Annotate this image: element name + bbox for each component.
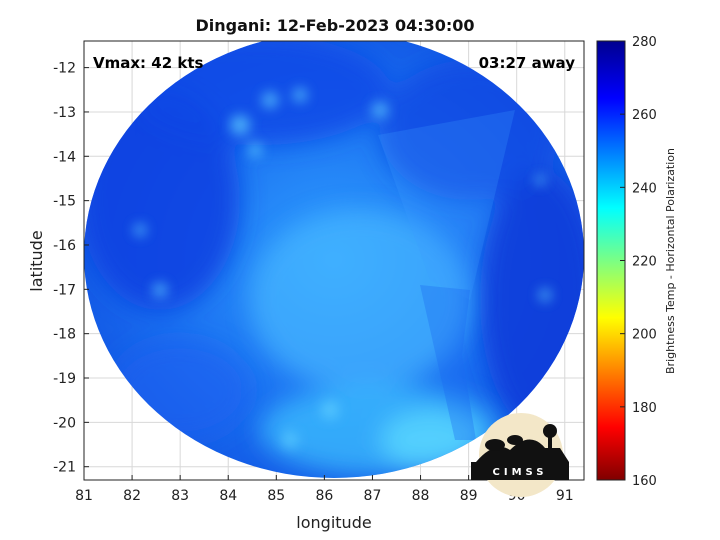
- colorbar-ticks: 280 260 240 220 200 180 160: [620, 35, 657, 489]
- colorbar-tick-label: 240: [632, 181, 657, 196]
- y-tick-label: -20: [53, 415, 76, 431]
- x-tick-label: 86: [315, 488, 333, 504]
- y-tick-label: -17: [53, 282, 76, 298]
- y-tick-label: -14: [53, 149, 76, 165]
- x-tick-label: 91: [556, 488, 574, 504]
- colorbar-tick-label: 180: [632, 401, 657, 416]
- x-tick-label: 82: [123, 488, 141, 504]
- x-axis-label: longitude: [296, 513, 371, 532]
- x-tick-label: 81: [75, 488, 93, 504]
- y-tick-label: -18: [53, 327, 76, 343]
- colorbar-tick-label: 280: [632, 35, 657, 50]
- colorbar-tick-label: 260: [632, 108, 657, 123]
- y-tick-label: -16: [53, 238, 76, 254]
- x-axis-ticks: 8182838485868788899091: [75, 475, 574, 504]
- y-axis-label: latitude: [27, 230, 46, 291]
- colorbar-tick-label: 220: [632, 255, 657, 270]
- vmax-annotation: Vmax: 42 kts: [93, 54, 203, 72]
- y-tick-label: -13: [53, 105, 76, 121]
- y-tick-label: -15: [53, 194, 76, 210]
- chart-title: Dingani: 12-Feb-2023 04:30:00: [195, 16, 474, 35]
- colorbar-tick-label: 200: [632, 328, 657, 343]
- colorbar: 280 260 240 220 200 180 160 Brightness Temp - …: [596, 35, 677, 489]
- y-axis-ticks: -12 -13 -14 -15 -16 -17 -18 -19 -20 -21: [53, 61, 89, 476]
- x-tick-label: 87: [364, 488, 382, 504]
- colorbar-tick-label: 160: [632, 474, 657, 489]
- colorbar-label: Brightness Temp - Horizontal Polarizatio…: [664, 148, 677, 374]
- axes-frame: [83, 40, 585, 481]
- x-tick-label: 85: [267, 488, 285, 504]
- y-tick-label: -21: [53, 460, 76, 476]
- logo-text: CIMSS: [493, 467, 548, 478]
- cimss-logo: CIMSS: [471, 413, 569, 497]
- x-tick-label: 83: [171, 488, 189, 504]
- x-tick-label: 89: [460, 488, 478, 504]
- y-tick-label: -19: [53, 371, 76, 387]
- x-tick-label: 88: [412, 488, 430, 504]
- away-annotation: 03:27 away: [479, 54, 576, 72]
- x-tick-label: 84: [219, 488, 237, 504]
- y-tick-label: -12: [53, 61, 76, 77]
